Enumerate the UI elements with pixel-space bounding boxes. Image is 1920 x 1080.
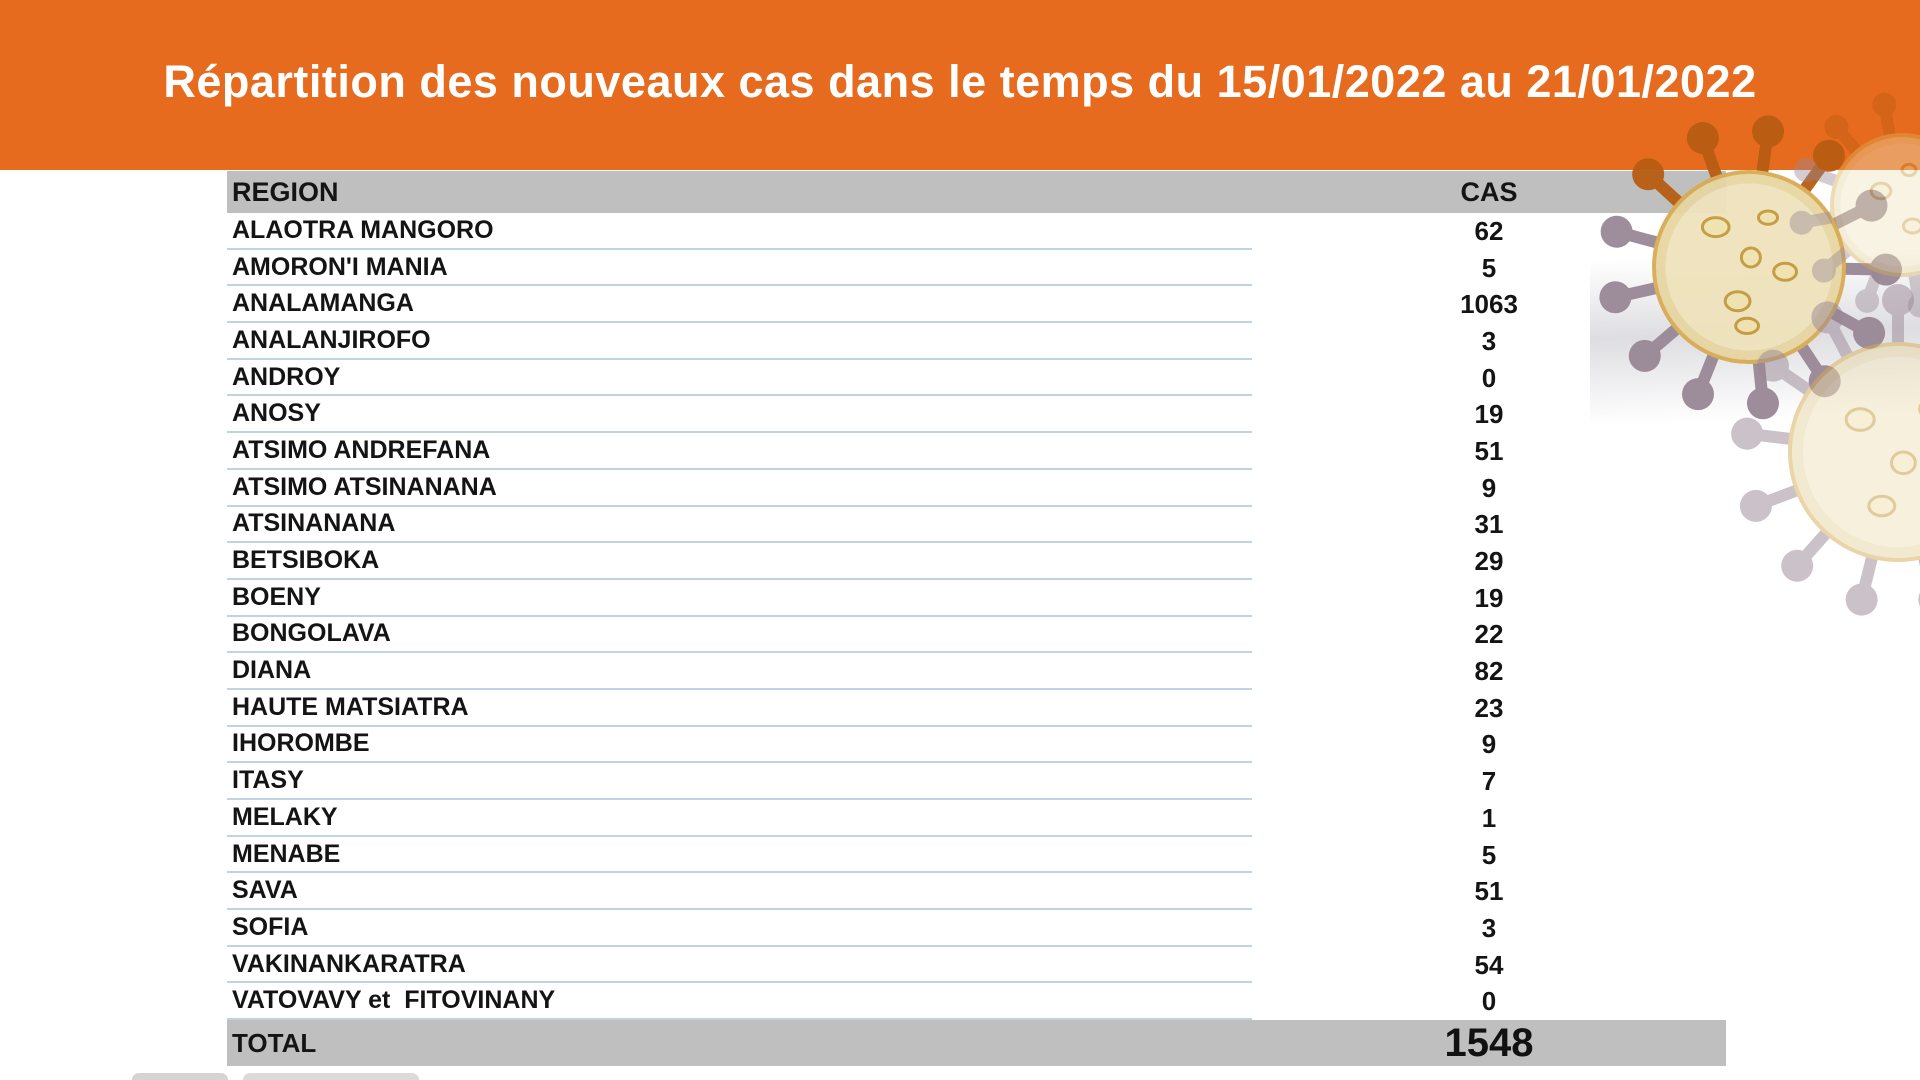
table-row: ANALANJIROFO 3 (227, 323, 1726, 360)
cases-value: 19 (1474, 399, 1504, 430)
cases-value: 5 (1481, 839, 1497, 870)
region-name: VATOVAVY et FITOVINANY (227, 983, 1252, 1021)
title-banner: Répartition des nouveaux cas dans le tem… (0, 0, 1920, 170)
region-name: ANOSY (227, 396, 1252, 434)
table-row: ATSIMO ATSINANANA 9 (227, 470, 1726, 507)
cases-value: 9 (1481, 472, 1497, 503)
cases-value: 5 (1481, 252, 1497, 283)
region-name: HAUTE MATSIATRA (227, 690, 1252, 727)
total-row: TOTAL 1548 (227, 1020, 1726, 1066)
table-row: VAKINANKARATRA 54 (227, 947, 1726, 984)
region-name: MELAKY (227, 800, 1252, 837)
table-row: IHOROMBE 9 (227, 727, 1726, 764)
region-name: DIANA (227, 653, 1252, 690)
page-title: Répartition des nouveaux cas dans le tem… (163, 56, 1757, 107)
table-row: VATOVAVY et FITOVINANY 0 (227, 983, 1726, 1021)
cases-value: 62 (1474, 215, 1504, 246)
region-name: ATSIMO ATSINANANA (227, 470, 1252, 507)
region-name: ANDROY (227, 360, 1252, 397)
cases-value: 19 (1474, 582, 1504, 613)
table-row: DIANA 82 (227, 653, 1726, 690)
cases-value: 51 (1474, 876, 1504, 907)
table-row: BONGOLAVA 22 (227, 617, 1726, 654)
cases-value: 82 (1474, 656, 1504, 687)
cases-value: 29 (1474, 546, 1504, 577)
cases-value: 54 (1474, 949, 1504, 980)
region-name: ITASY (227, 763, 1252, 800)
column-header-cas: CAS (1460, 176, 1518, 207)
cases-value: 51 (1474, 435, 1504, 466)
column-header-region: REGION (232, 176, 339, 207)
cases-value: 31 (1474, 509, 1504, 540)
table-row: HAUTE MATSIATRA 23 (227, 690, 1726, 727)
table-row: SOFIA 3 (227, 910, 1726, 947)
cases-value: 3 (1481, 325, 1497, 356)
cases-value: 0 (1481, 986, 1497, 1017)
table-row: SAVA 51 (227, 873, 1726, 911)
region-name: MENABE (227, 837, 1252, 874)
region-name: ANALANJIROFO (227, 323, 1252, 360)
region-name: IHOROMBE (227, 727, 1252, 764)
region-name: SAVA (227, 873, 1252, 911)
region-name: ATSINANANA (227, 507, 1252, 544)
table-header-row: REGION CAS (227, 171, 1726, 213)
cases-value: 22 (1474, 619, 1504, 650)
table-row: ANDROY 0 (227, 360, 1726, 397)
total-value: 1548 (1444, 1020, 1534, 1065)
region-name: VAKINANKARATRA (227, 947, 1252, 984)
total-label: TOTAL (232, 1027, 317, 1058)
table-row: ANALAMANGA 1063 (227, 286, 1726, 324)
table-row: BOENY 19 (227, 580, 1726, 617)
region-name: ANALAMANGA (227, 286, 1252, 324)
region-name: BETSIBOKA (227, 543, 1252, 580)
table-row: BETSIBOKA 29 (227, 543, 1726, 580)
region-name: AMORON'I MANIA (227, 250, 1252, 287)
table-row: AMORON'I MANIA 5 (227, 250, 1726, 287)
bottom-edge-shape (243, 1073, 419, 1080)
region-name: ATSIMO ANDREFANA (227, 433, 1252, 470)
bottom-edge-shape (132, 1073, 228, 1080)
table-row: ATSINANANA 31 (227, 507, 1726, 544)
table-row: ALAOTRA MANGORO 62 (227, 213, 1726, 250)
region-name: ALAOTRA MANGORO (227, 213, 1252, 250)
cases-value: 1 (1481, 802, 1497, 833)
cases-value: 0 (1481, 362, 1497, 393)
table-row: MENABE 5 (227, 837, 1726, 874)
cases-value: 23 (1474, 692, 1504, 723)
table-row: ITASY 7 (227, 763, 1726, 800)
table-body: ALAOTRA MANGORO 62 AMORON'I MANIA 5 ANALAMAN… (227, 213, 1726, 1021)
cases-value: 3 (1481, 912, 1497, 943)
table-row: ANOSY 19 (227, 396, 1726, 434)
table-row: MELAKY 1 (227, 800, 1726, 837)
region-name: SOFIA (227, 910, 1252, 947)
region-name: BOENY (227, 580, 1252, 617)
cases-value: 9 (1481, 729, 1497, 760)
table-row: ATSIMO ANDREFANA 51 (227, 433, 1726, 470)
cases-value: 7 (1481, 766, 1497, 797)
region-name: BONGOLAVA (227, 617, 1252, 654)
cases-value: 1063 (1460, 289, 1518, 320)
